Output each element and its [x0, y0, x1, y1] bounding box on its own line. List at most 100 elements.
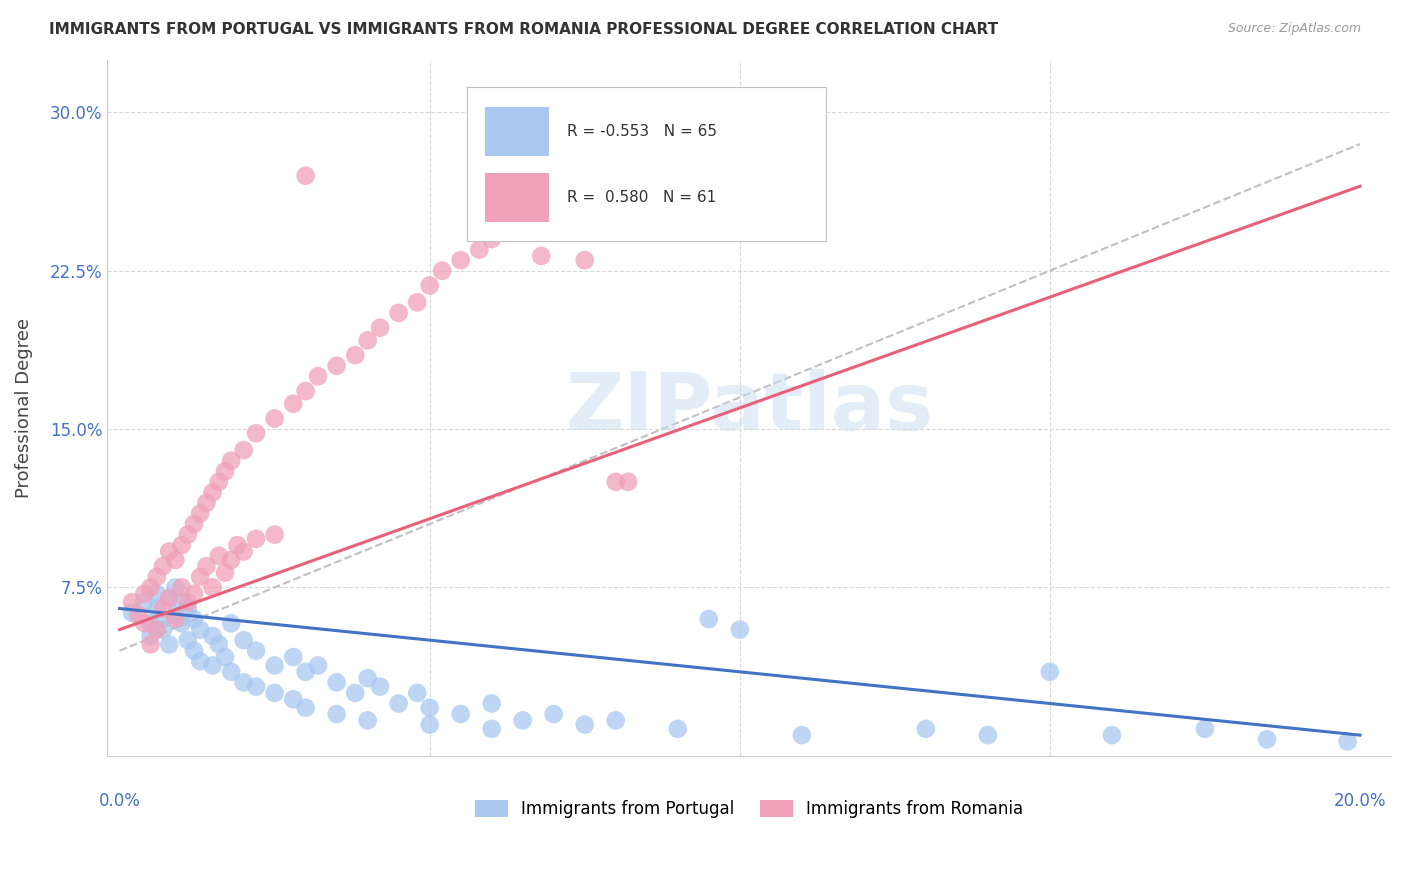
Point: [232, 633, 254, 648]
Point: [219, 553, 242, 567]
Point: [165, 553, 187, 567]
Point: [214, 566, 236, 580]
Point: [121, 606, 143, 620]
Point: [139, 637, 162, 651]
Point: [512, 714, 534, 728]
Point: [188, 570, 211, 584]
Point: [188, 507, 211, 521]
Point: [201, 658, 224, 673]
Point: [294, 384, 316, 398]
Point: [245, 426, 267, 441]
Point: [294, 700, 316, 714]
Point: [977, 728, 1000, 742]
Point: [219, 453, 242, 467]
Point: [543, 200, 565, 214]
Point: [450, 253, 472, 268]
Point: [605, 714, 627, 728]
Point: [468, 243, 491, 257]
Point: [157, 591, 180, 605]
Point: [294, 169, 316, 183]
Point: [165, 607, 187, 622]
Point: [183, 587, 205, 601]
Point: [208, 475, 231, 489]
Point: [195, 496, 218, 510]
Point: [356, 334, 378, 348]
Point: [170, 580, 193, 594]
Point: [574, 717, 596, 731]
Point: [245, 680, 267, 694]
Point: [790, 728, 813, 742]
Point: [152, 559, 174, 574]
Point: [481, 232, 503, 246]
Point: [530, 249, 553, 263]
Point: [127, 607, 149, 622]
Point: [307, 369, 329, 384]
Point: [170, 595, 193, 609]
Point: [226, 538, 249, 552]
Point: [146, 601, 169, 615]
Point: [430, 263, 453, 277]
Point: [666, 722, 689, 736]
Point: [617, 475, 640, 489]
Point: [263, 527, 285, 541]
Point: [574, 253, 596, 268]
Point: [177, 527, 200, 541]
Point: [232, 675, 254, 690]
Point: [1101, 728, 1123, 742]
Point: [481, 722, 503, 736]
Point: [232, 443, 254, 458]
Point: [183, 643, 205, 657]
Point: [419, 278, 441, 293]
Point: [450, 706, 472, 721]
Point: [368, 320, 391, 334]
Legend: Immigrants from Portugal, Immigrants from Romania: Immigrants from Portugal, Immigrants fro…: [468, 793, 1031, 824]
Point: [201, 580, 224, 594]
Point: [245, 643, 267, 657]
Point: [177, 633, 200, 648]
Point: [697, 612, 720, 626]
Point: [170, 538, 193, 552]
Text: 0.0%: 0.0%: [98, 792, 141, 810]
Point: [263, 411, 285, 425]
Point: [543, 706, 565, 721]
Point: [214, 464, 236, 478]
Point: [188, 623, 211, 637]
Point: [183, 516, 205, 531]
Point: [245, 532, 267, 546]
Point: [139, 616, 162, 631]
Point: [165, 580, 187, 594]
Point: [914, 722, 936, 736]
Point: [165, 612, 187, 626]
Point: [1256, 732, 1278, 747]
Point: [177, 601, 200, 615]
Point: [219, 616, 242, 631]
Point: [157, 637, 180, 651]
Point: [134, 616, 156, 631]
Point: [1336, 734, 1358, 748]
Point: [494, 221, 516, 235]
Point: [188, 654, 211, 668]
Point: [134, 587, 156, 601]
Point: [419, 700, 441, 714]
Point: [325, 706, 347, 721]
Point: [294, 665, 316, 679]
Point: [146, 570, 169, 584]
Point: [605, 475, 627, 489]
Point: [728, 623, 751, 637]
Text: 20.0%: 20.0%: [1334, 792, 1386, 810]
Point: [183, 612, 205, 626]
Point: [152, 601, 174, 615]
Point: [325, 359, 347, 373]
Point: [325, 675, 347, 690]
Point: [406, 295, 429, 310]
Point: [344, 686, 367, 700]
Point: [201, 629, 224, 643]
Point: [157, 591, 180, 605]
Point: [121, 595, 143, 609]
Text: ZIPatlas: ZIPatlas: [565, 369, 934, 447]
Point: [419, 717, 441, 731]
Point: [512, 211, 534, 225]
Point: [195, 559, 218, 574]
Point: [283, 650, 305, 665]
Point: [307, 658, 329, 673]
